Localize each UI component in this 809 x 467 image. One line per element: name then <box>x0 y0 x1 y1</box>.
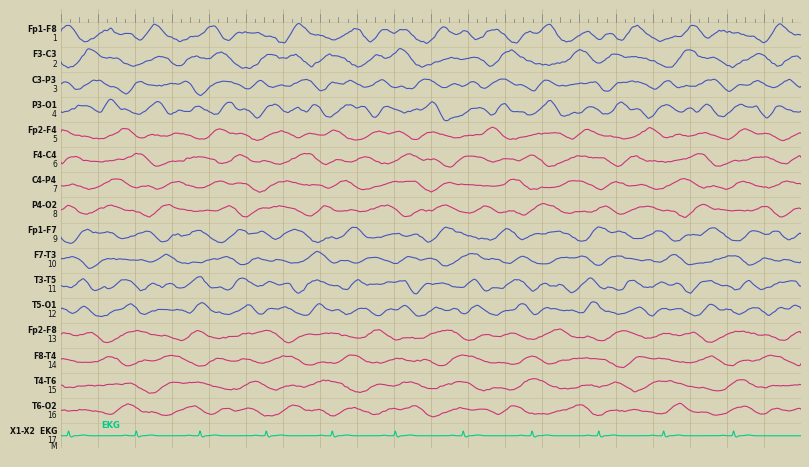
Text: C4-P4: C4-P4 <box>32 176 57 185</box>
Text: 9: 9 <box>52 235 57 244</box>
Text: Fp1-F8: Fp1-F8 <box>28 25 57 35</box>
Text: T5-O1: T5-O1 <box>32 301 57 311</box>
Text: X1-X2  EKG: X1-X2 EKG <box>10 427 57 436</box>
Text: 14: 14 <box>48 361 57 369</box>
Text: F3-C3: F3-C3 <box>32 50 57 59</box>
Text: C3-P3: C3-P3 <box>32 76 57 85</box>
Text: F7-T3: F7-T3 <box>34 251 57 260</box>
Text: T3-T5: T3-T5 <box>34 276 57 285</box>
Text: Fp1-F7: Fp1-F7 <box>28 226 57 235</box>
Text: 5: 5 <box>52 135 57 144</box>
Text: EKG: EKG <box>101 421 121 430</box>
Text: 2: 2 <box>53 59 57 69</box>
Text: 16: 16 <box>48 410 57 420</box>
Text: 6: 6 <box>52 160 57 169</box>
Text: 12: 12 <box>48 311 57 319</box>
Text: T6-O2: T6-O2 <box>32 402 57 410</box>
Text: M: M <box>50 442 57 451</box>
Text: T4-T6: T4-T6 <box>34 376 57 386</box>
Text: F4-C4: F4-C4 <box>32 151 57 160</box>
Text: 1: 1 <box>53 35 57 43</box>
Text: 13: 13 <box>48 335 57 345</box>
Text: 15: 15 <box>48 386 57 395</box>
Text: Fp2-F4: Fp2-F4 <box>28 126 57 135</box>
Text: P3-O1: P3-O1 <box>31 101 57 110</box>
Text: 10: 10 <box>48 260 57 269</box>
Text: P4-O2: P4-O2 <box>31 201 57 210</box>
Text: 7: 7 <box>52 185 57 194</box>
Text: Fp2-F8: Fp2-F8 <box>28 326 57 335</box>
Text: 4: 4 <box>52 110 57 119</box>
Text: 8: 8 <box>53 210 57 219</box>
Text: 3: 3 <box>52 85 57 93</box>
Text: 11: 11 <box>48 285 57 294</box>
Text: 17: 17 <box>48 436 57 445</box>
Text: F8-T4: F8-T4 <box>34 352 57 361</box>
